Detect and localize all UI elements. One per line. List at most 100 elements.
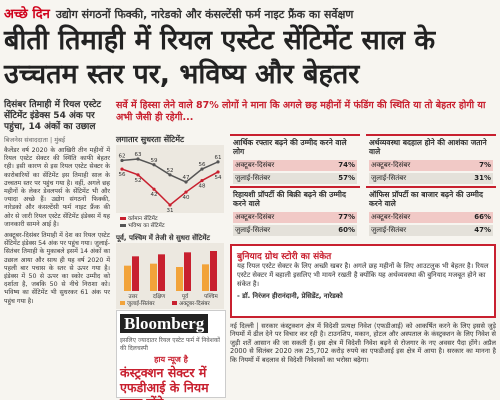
point <box>168 173 172 177</box>
stat-value: 74% <box>338 161 355 169</box>
stat-row: अक्टूबर-दिसंबर 7% <box>369 160 493 171</box>
stat-value: 60% <box>338 226 355 234</box>
stat-row: जुलाई-सितंबर 57% <box>233 173 357 184</box>
strap: उद्योग संगठनों फिक्की, नारेडको और कंसल्ट… <box>55 8 354 21</box>
stat-title: रिहायशी प्रॉपर्टी की बिक्री बढ़ने की उम्… <box>233 190 346 208</box>
point <box>184 180 188 184</box>
quote-box: बुनियाद ग्रोथ स्टोरी का संकेत यह रियल एस… <box>230 244 496 318</box>
point <box>200 167 204 171</box>
value-label: 42 <box>151 192 158 198</box>
stat-period: जुलाई-सितंबर <box>235 174 271 182</box>
point <box>152 187 156 191</box>
stat-row: जुलाई-सितंबर 60% <box>233 225 357 236</box>
stat-value: 31% <box>474 174 491 182</box>
body-paragraph: कैलेंडर वर्ष 2020 के आखिरी तीन महीनों मे… <box>4 147 110 228</box>
bar <box>210 251 217 291</box>
line-chart-plot: 56 52 42 31 40 48 54 वर्तमान सेंटिमेंट 62 63 59 52 4… <box>116 145 224 229</box>
bar <box>158 254 165 291</box>
byline: बिजनेस संवाददाता | मुंबई <box>4 136 66 144</box>
story: नई दिल्ली | सरकार कंस्ट्रक्शन क्षेत्र मे… <box>230 322 496 364</box>
point <box>152 163 156 167</box>
kicker: हाय न्यूज है <box>154 355 188 364</box>
line-chart: लगातार सुधरता सेंटिमेंट 56 52 42 31 40 48 54 वर… <box>116 134 224 235</box>
legend-swatch <box>172 301 177 305</box>
quote-author: - डॉ. निरंजन हीरानंदानी, प्रेसिडेंट, नार… <box>237 292 343 300</box>
bar <box>132 256 139 291</box>
category-label: पश्चिम <box>204 293 218 300</box>
left-column: दिसंबर तिमाही में रियल एस्टेट सेंटिमेंट … <box>4 100 110 309</box>
stat-title: ऑफिस प्रॉपर्टी का बाजार बढ़ने की उम्मीद … <box>369 190 483 208</box>
bar <box>202 264 209 291</box>
plot-bg <box>116 145 224 213</box>
value-label: 56 <box>199 162 206 168</box>
bar <box>150 263 157 291</box>
category-label: दक्षिण <box>153 293 166 300</box>
legend-label: अक्टूबर-दिसंबर <box>179 300 211 307</box>
stat-row: जुलाई-सितंबर 47% <box>369 225 493 236</box>
body-paragraph: अक्टूबर-दिसंबर तिमाही में देश का रियल एस… <box>4 232 111 305</box>
stat-period: अक्टूबर-दिसंबर <box>371 213 411 221</box>
point <box>120 158 124 163</box>
legend-swatch <box>120 301 125 305</box>
stat-box: रिहायशी प्रॉपर्टी की बिक्री बढ़ने की उम्… <box>230 186 360 236</box>
value-label: 56 <box>119 172 126 178</box>
headline: बीती तिमाही में रियल एस्टेट सेंटिमेंट सा… <box>4 25 436 90</box>
point <box>120 167 124 171</box>
legend-swatch <box>120 224 126 227</box>
stat-period: जुलाई-सितंबर <box>235 226 271 234</box>
bar <box>176 267 183 291</box>
stat-row: अक्टूबर-दिसंबर 77% <box>233 212 357 223</box>
value-label: 54 <box>215 175 222 181</box>
subhead: दिसंबर तिमाही में रियल एस्टेट सेंटिमेंट … <box>4 100 102 132</box>
highlight: सर्वे में हिस्सा लेने वाले 87% लोगों ने … <box>116 100 486 123</box>
stat-value: 47% <box>474 226 491 234</box>
point <box>136 157 140 161</box>
legend-label: जुलाई-सितंबर <box>127 300 155 307</box>
promo-note: इसलिए ज्यादातर रियल एस्टेट फर्म में निवे… <box>120 337 220 352</box>
chart-title: लगातार सुधरता सेंटिमेंट <box>116 135 185 144</box>
legend-swatch <box>120 217 126 220</box>
stat-value: 7% <box>479 161 491 169</box>
chart-title: पूर्व, पश्चिम में तेजी से सुधरा सेंटिमें… <box>116 234 210 242</box>
bar <box>184 252 191 291</box>
stat-box: अर्थव्यवस्था बदहाल होने की आशंका जताने व… <box>366 134 496 184</box>
bar-chart-plot: उत्तर दक्षिण पूर्व पश्चिम जुलाई-सितंबर अक्टूब… <box>116 243 224 309</box>
stat-title: आर्थिक रफ्तार बढ़ने की उम्मीद करने वाले … <box>233 138 347 156</box>
value-label: 40 <box>183 195 190 201</box>
stat-value: 77% <box>338 213 355 221</box>
value-label: 47 <box>183 175 190 181</box>
quote-title: बुनियाद ग्रोथ स्टोरी का संकेत <box>237 252 332 262</box>
stat-period: अक्टूबर-दिसंबर <box>371 161 411 169</box>
stat-title: अर्थव्यवस्था बदहाल होने की आशंका जताने व… <box>369 138 487 156</box>
stat-row: जुलाई-सितंबर 31% <box>369 173 493 184</box>
point <box>216 170 220 174</box>
stat-box: आर्थिक रफ्तार बढ़ने की उम्मीद करने वाले … <box>230 134 360 184</box>
value-label: 52 <box>135 178 142 184</box>
point <box>200 178 204 183</box>
value-label: 59 <box>151 158 158 164</box>
stat-value: 57% <box>338 174 355 182</box>
value-label: 63 <box>135 152 142 158</box>
point <box>136 173 140 177</box>
bar <box>124 265 131 291</box>
value-label: 52 <box>167 168 174 174</box>
value-label: 62 <box>119 153 126 159</box>
value-label: 61 <box>215 155 222 161</box>
point <box>184 190 188 194</box>
bar-chart: पूर्व, पश्चिम में तेजी से सुधरा सेंटिमें… <box>116 234 224 313</box>
promo-headline: कंस्ट्रक्शन सेक्टर में एफडीआई के नियम सर… <box>120 365 209 400</box>
stat-row: अक्टूबर-दिसंबर 74% <box>233 160 357 171</box>
quote-text: यह रियल एस्टेट सेक्टर के लिए अच्छी खबर ह… <box>237 262 489 288</box>
legend-label: वर्तमान सेंटिमेंट <box>128 215 158 222</box>
legend-label: भविष्य का सेंटिमेंट <box>128 222 165 229</box>
point <box>168 203 172 207</box>
strap-bar: अच्छे दिन उद्योग संगठनों फिक्की, नारेडको… <box>4 4 353 22</box>
stat-period: अक्टूबर-दिसंबर <box>235 161 275 169</box>
value-label: 31 <box>167 208 174 214</box>
stat-value: 66% <box>474 213 491 221</box>
section-tag: अच्छे दिन <box>4 7 50 22</box>
stat-period: जुलाई-सितंबर <box>371 174 407 182</box>
value-label: 48 <box>199 184 206 190</box>
point <box>216 160 220 164</box>
